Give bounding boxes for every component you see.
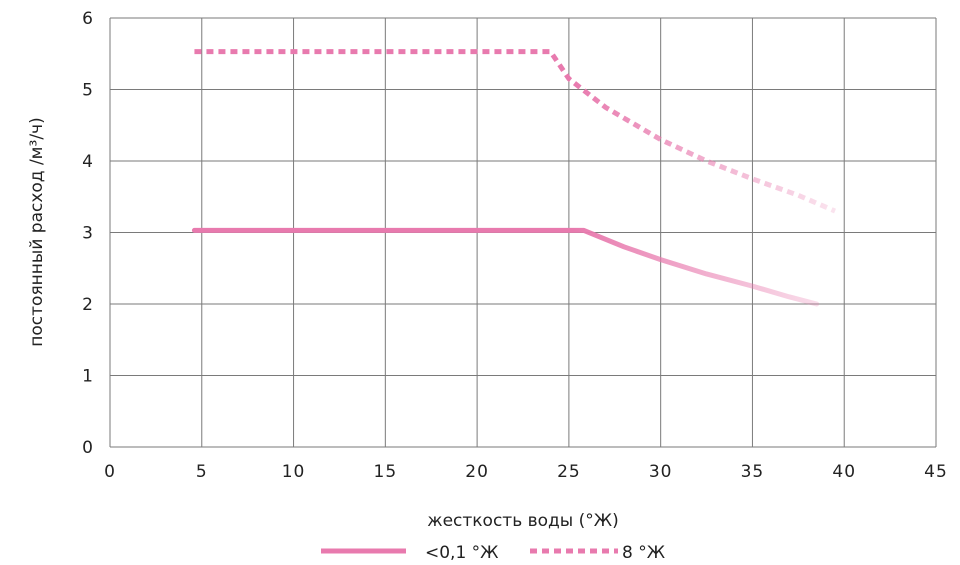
x-tick-label: 35 xyxy=(741,462,765,482)
series-line-lt-0-1 xyxy=(191,227,820,307)
x-tick-label: 0 xyxy=(104,462,116,482)
x-tick-label: 10 xyxy=(282,462,306,482)
y-tick-label: 4 xyxy=(82,152,94,172)
legend-label-solid: <0,1 °Ж xyxy=(425,543,499,563)
y-tick-label: 0 xyxy=(82,438,94,458)
y-axis-label: постоянный расход /м³/ч) xyxy=(27,117,47,346)
legend-label-dotted: 8 °Ж xyxy=(622,543,665,563)
y-tick-label: 3 xyxy=(82,224,94,244)
x-tick-label: 20 xyxy=(465,462,489,482)
x-tick-label: 30 xyxy=(649,462,673,482)
x-tick-label: 5 xyxy=(196,462,208,482)
x-tick-label: 25 xyxy=(557,462,581,482)
x-tick-label: 15 xyxy=(374,462,398,482)
x-tick-label: 45 xyxy=(924,462,948,482)
y-tick-label: 5 xyxy=(82,81,94,101)
y-tick-label: 6 xyxy=(82,9,94,29)
x-tick-label: 40 xyxy=(832,462,856,482)
series-line-8 xyxy=(194,49,837,214)
y-tick-label: 2 xyxy=(82,295,94,315)
legend: <0,1 °Ж 8 °Ж xyxy=(321,543,665,563)
series-layer xyxy=(191,49,837,307)
y-tick-label: 1 xyxy=(82,367,94,387)
x-axis-label: жесткость воды (°Ж) xyxy=(427,511,618,531)
